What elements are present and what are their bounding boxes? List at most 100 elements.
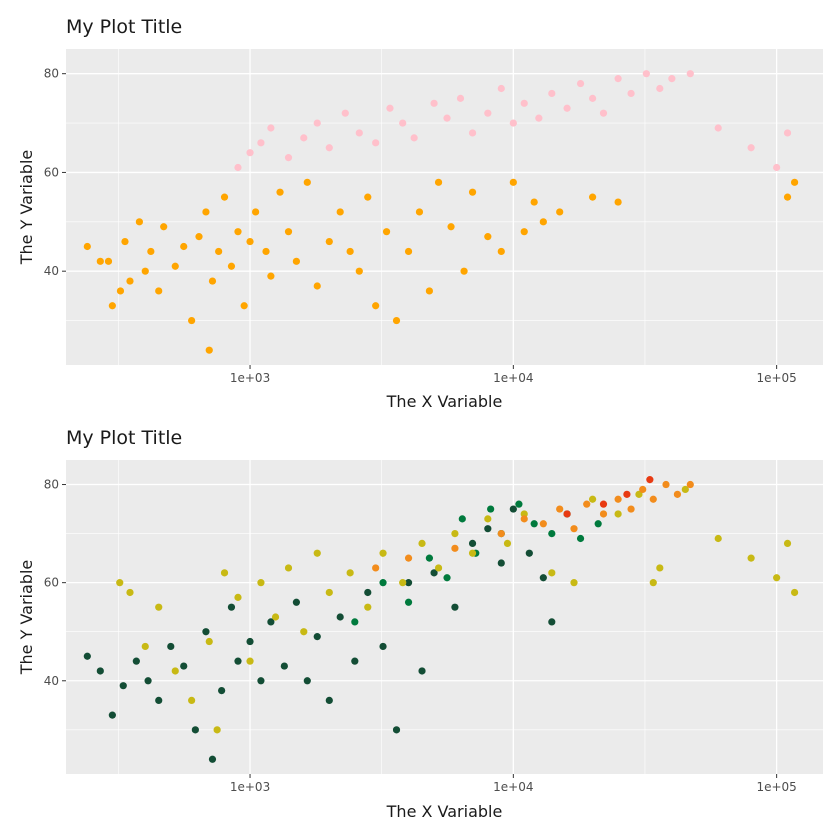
chart-1-point (96, 257, 104, 265)
chart-2-point (599, 510, 608, 518)
chart-2-point (673, 490, 682, 498)
chart-1-point (205, 346, 213, 354)
chart-1-point (313, 282, 321, 290)
chart-1-point (202, 208, 210, 216)
chart-1-point (171, 262, 179, 270)
chart-2-point (773, 574, 781, 582)
chart-1-point (484, 233, 492, 241)
chart-2-y-tick-label: 80 (44, 478, 59, 492)
chart-2-point (614, 510, 622, 518)
chart-1-point (588, 193, 597, 201)
chart-1-point (443, 114, 451, 122)
chart-1-point (372, 139, 380, 147)
chart-1-point (325, 144, 333, 152)
chart-1-point (434, 178, 443, 186)
chart-1-y-tick-label: 60 (44, 165, 59, 179)
chart-2-point (96, 667, 104, 675)
chart-2-point (392, 726, 401, 734)
chart-2-point (539, 574, 547, 582)
chart-1-point (509, 178, 517, 186)
chart-2-point (404, 579, 413, 587)
chart-2-point (783, 539, 792, 548)
chart-2-point (576, 534, 585, 543)
chart-1-point (642, 70, 650, 78)
chart-2-point (509, 505, 517, 513)
chart-2-point (119, 682, 127, 690)
chart-1-point (104, 257, 113, 265)
chart-1-point (215, 247, 223, 256)
chart-2-point (747, 554, 755, 562)
chart-1-point (410, 134, 418, 142)
chart-1-point (126, 277, 134, 285)
chart-1-point (576, 79, 585, 88)
chart-2-point (520, 515, 528, 523)
chart-2-point (458, 515, 466, 523)
chart-2-point (548, 569, 556, 577)
chart-1-point (208, 277, 217, 285)
chart-1-point (220, 193, 229, 201)
chart-2-point (132, 657, 140, 665)
chart-1-point (252, 208, 260, 216)
chart-1-point (783, 129, 792, 137)
chart-2-point (639, 485, 647, 494)
chart-2-point (583, 500, 591, 508)
chart-2-point (525, 549, 533, 557)
chart-1-y-axis-title: The Y Variable (17, 150, 36, 265)
chart-1-point (588, 94, 597, 102)
chart-2-point (155, 696, 163, 705)
chart-1-point (300, 134, 308, 142)
chart-1-x-tick-label: 1e+05 (756, 371, 796, 385)
chart-1-point (325, 237, 333, 246)
chart-1-point (83, 242, 91, 251)
chart-1-point (160, 223, 168, 231)
chart-2-point (399, 579, 407, 587)
chart-2-point (208, 755, 217, 763)
chart-2-point (280, 662, 288, 670)
chart-1-x-axis-title: The X Variable (386, 392, 503, 411)
chart-2-point (257, 579, 265, 587)
chart-2-point (234, 593, 242, 601)
chart-1-x-tick-label: 1e+03 (230, 371, 270, 385)
chart-2-point (300, 628, 308, 636)
chart-1-point (121, 237, 129, 246)
chart-1-point (783, 193, 792, 201)
chart-2-x-tick-label: 1e+05 (756, 780, 796, 794)
chart-1-point (180, 242, 188, 251)
chart-2-point (379, 579, 387, 587)
chart-2-point (246, 657, 254, 665)
chart-1-point (430, 99, 438, 107)
chart-2-point (364, 588, 372, 597)
chart-1-point (773, 163, 781, 172)
chart-1-point (234, 228, 242, 236)
chart-1-point (355, 129, 363, 137)
chart-1-point (556, 208, 564, 216)
chart-2-x-tick-label: 1e+03 (230, 780, 270, 794)
chart-2-point (83, 652, 91, 660)
chart-1-point (292, 257, 301, 265)
chart-2-point (271, 613, 280, 621)
chart-2-point (539, 520, 547, 528)
chart-2-point (379, 642, 387, 651)
chart-2-point (325, 588, 333, 597)
chart-2-panel (66, 460, 823, 774)
chart-2-point (484, 515, 492, 523)
chart-2-point (646, 476, 654, 484)
chart-2-point (325, 696, 333, 705)
chart-1-point (108, 302, 116, 310)
chart-2-point (267, 618, 275, 626)
chart-2-y-tick-label: 60 (44, 576, 59, 590)
chart-1-x-tick-label: 1e+04 (493, 371, 533, 385)
chart-2-point (191, 726, 199, 734)
chart-2-point (484, 525, 492, 533)
chart-1-point (355, 267, 363, 275)
chart-2-point (372, 564, 380, 572)
chart-2-point (614, 495, 622, 503)
chart-2-point (662, 480, 670, 489)
chart-1-point (346, 247, 354, 256)
chart-2-point (468, 539, 477, 548)
chart-1-point (539, 218, 547, 226)
chart-1-point (313, 119, 321, 127)
chart-1-point (147, 247, 155, 256)
chart-2-point (220, 569, 229, 577)
chart-1-point (656, 84, 664, 93)
